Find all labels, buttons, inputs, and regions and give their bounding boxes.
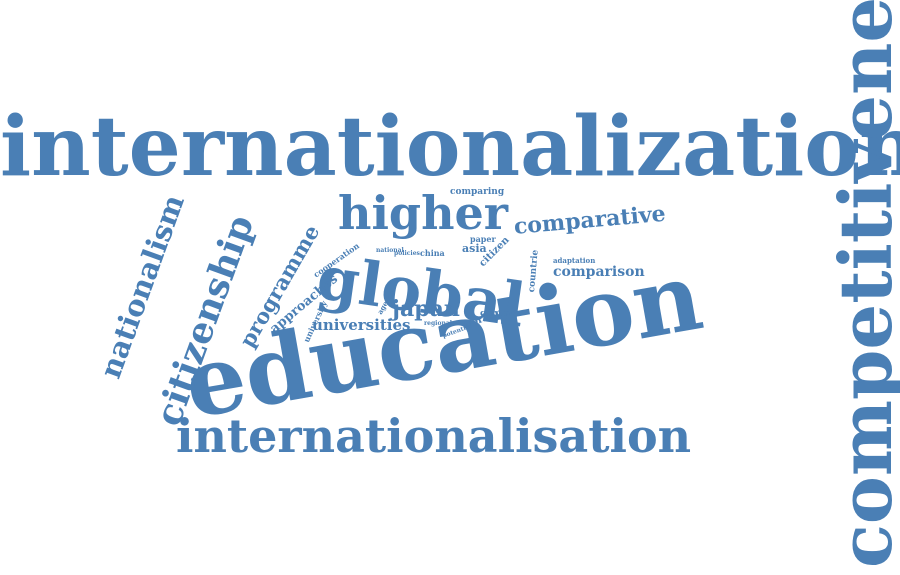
word-internationalization: internationalization <box>0 99 900 195</box>
word-internationalisation: internationalisation <box>176 409 692 463</box>
word-comparative: comparative <box>512 200 667 240</box>
word-national: national <box>376 247 404 254</box>
word-regional: regional <box>424 320 452 327</box>
word-asia: asia <box>462 242 487 255</box>
word-japan: japan <box>392 296 460 322</box>
word-universities: universities <box>312 316 411 334</box>
word-adaptation: adaptation <box>553 256 596 265</box>
word-context: context <box>480 309 518 319</box>
word-higher: higher <box>338 186 509 240</box>
word-comparing: comparing <box>450 187 505 197</box>
word-competitiveness: competitiveness <box>823 0 900 568</box>
word-china: china <box>420 248 445 258</box>
word-paper: paper <box>470 234 496 244</box>
word-policies: policies <box>394 250 420 257</box>
word-comparison: comparison <box>553 264 645 280</box>
